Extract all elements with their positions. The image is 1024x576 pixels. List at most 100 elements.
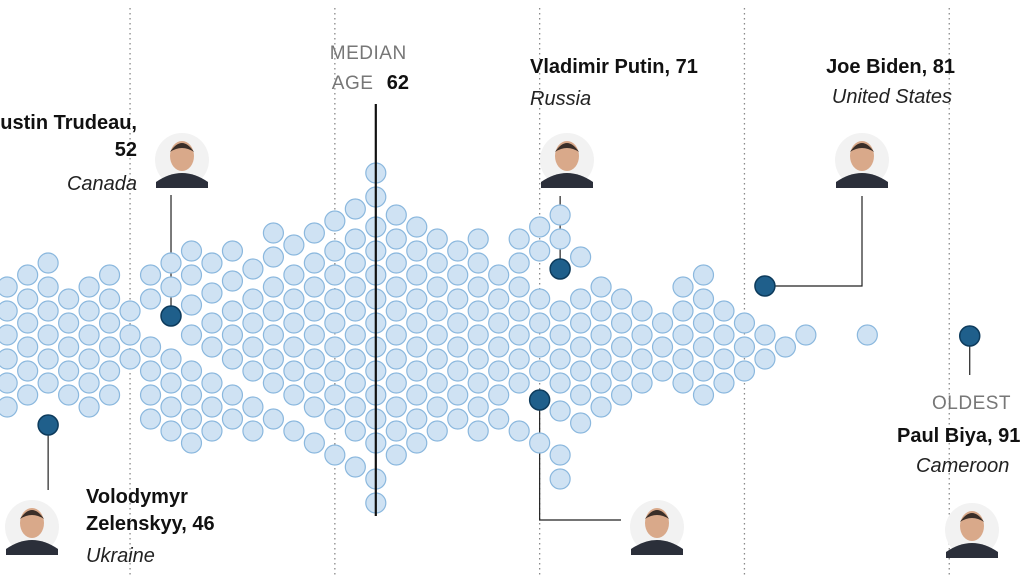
dot xyxy=(529,360,551,382)
dot xyxy=(406,408,428,430)
dot xyxy=(549,468,571,490)
dot xyxy=(201,336,223,358)
dot xyxy=(549,348,571,370)
dot xyxy=(180,264,203,286)
dot xyxy=(160,396,182,418)
dot xyxy=(221,408,244,430)
dot xyxy=(119,324,141,346)
dot xyxy=(221,270,244,292)
dot xyxy=(713,324,735,346)
portrait-body xyxy=(156,173,208,188)
dot xyxy=(344,198,366,220)
dot xyxy=(590,324,612,346)
dot xyxy=(58,336,80,358)
dot xyxy=(262,276,285,298)
dot xyxy=(283,336,305,358)
dot xyxy=(529,336,551,358)
dot xyxy=(324,336,346,358)
dot xyxy=(754,348,776,370)
highlight-dot xyxy=(549,258,571,280)
dot xyxy=(631,372,653,394)
dot xyxy=(549,204,571,226)
highlight-dot xyxy=(160,305,182,327)
dot xyxy=(467,228,489,250)
dot xyxy=(856,324,878,346)
dot xyxy=(58,384,80,406)
dot xyxy=(385,252,407,274)
dot xyxy=(324,210,346,232)
dot xyxy=(303,432,325,454)
dot xyxy=(467,420,489,442)
dot xyxy=(17,288,39,310)
median-value: 62 xyxy=(386,72,410,94)
dot xyxy=(160,372,182,394)
dot xyxy=(78,396,100,418)
dot xyxy=(672,276,694,298)
portrait-body xyxy=(631,540,683,555)
dot xyxy=(78,372,100,394)
dot xyxy=(221,348,244,370)
dot xyxy=(447,288,469,310)
dot xyxy=(549,228,571,250)
dot xyxy=(631,324,653,346)
dot xyxy=(426,300,448,322)
dot xyxy=(201,282,223,304)
dot xyxy=(549,444,571,466)
leader-country: United States xyxy=(831,86,952,108)
dot xyxy=(549,300,571,322)
dot xyxy=(692,312,715,334)
dot xyxy=(344,228,366,250)
dot xyxy=(242,396,264,418)
dot xyxy=(467,372,489,394)
dot xyxy=(262,222,285,244)
dot xyxy=(426,276,448,298)
dot xyxy=(98,264,121,286)
dot xyxy=(488,360,510,382)
dot xyxy=(610,384,633,406)
dot xyxy=(180,384,203,406)
dot xyxy=(37,324,59,346)
dot xyxy=(324,408,346,430)
median-label: MEDIAN xyxy=(329,43,407,64)
dot xyxy=(0,372,18,394)
dot xyxy=(180,408,203,430)
median-label: AGE xyxy=(331,73,374,94)
dot xyxy=(283,384,305,406)
dot xyxy=(467,276,489,298)
leader-country: Cameroon xyxy=(916,455,1010,477)
dot xyxy=(344,372,366,394)
dot xyxy=(508,372,530,394)
dot xyxy=(221,384,244,406)
dot xyxy=(651,312,674,334)
dot xyxy=(98,360,121,382)
dot xyxy=(570,360,592,382)
portrait xyxy=(835,133,889,188)
dot xyxy=(447,360,469,382)
dot xyxy=(78,300,100,322)
dot xyxy=(58,360,80,382)
dot xyxy=(242,288,264,310)
dot xyxy=(529,312,551,334)
portrait xyxy=(540,133,594,188)
dot xyxy=(590,348,612,370)
dot xyxy=(0,348,18,370)
dot xyxy=(303,324,325,346)
portrait-hair xyxy=(170,143,194,152)
dot xyxy=(426,420,448,442)
dot xyxy=(17,312,39,334)
dot xyxy=(283,264,305,286)
dot xyxy=(180,360,203,382)
highlight-dot xyxy=(958,325,981,347)
leader-country: Russia xyxy=(530,88,592,110)
dot xyxy=(78,324,100,346)
dot xyxy=(447,336,469,358)
dot xyxy=(385,204,407,226)
dot xyxy=(344,420,366,442)
leader-name: Paul Biya, 91 xyxy=(897,425,1021,447)
dot xyxy=(160,276,182,298)
dot xyxy=(570,288,592,310)
dot xyxy=(508,228,530,250)
dot xyxy=(283,288,305,310)
dot xyxy=(324,240,346,262)
dot xyxy=(570,312,592,334)
